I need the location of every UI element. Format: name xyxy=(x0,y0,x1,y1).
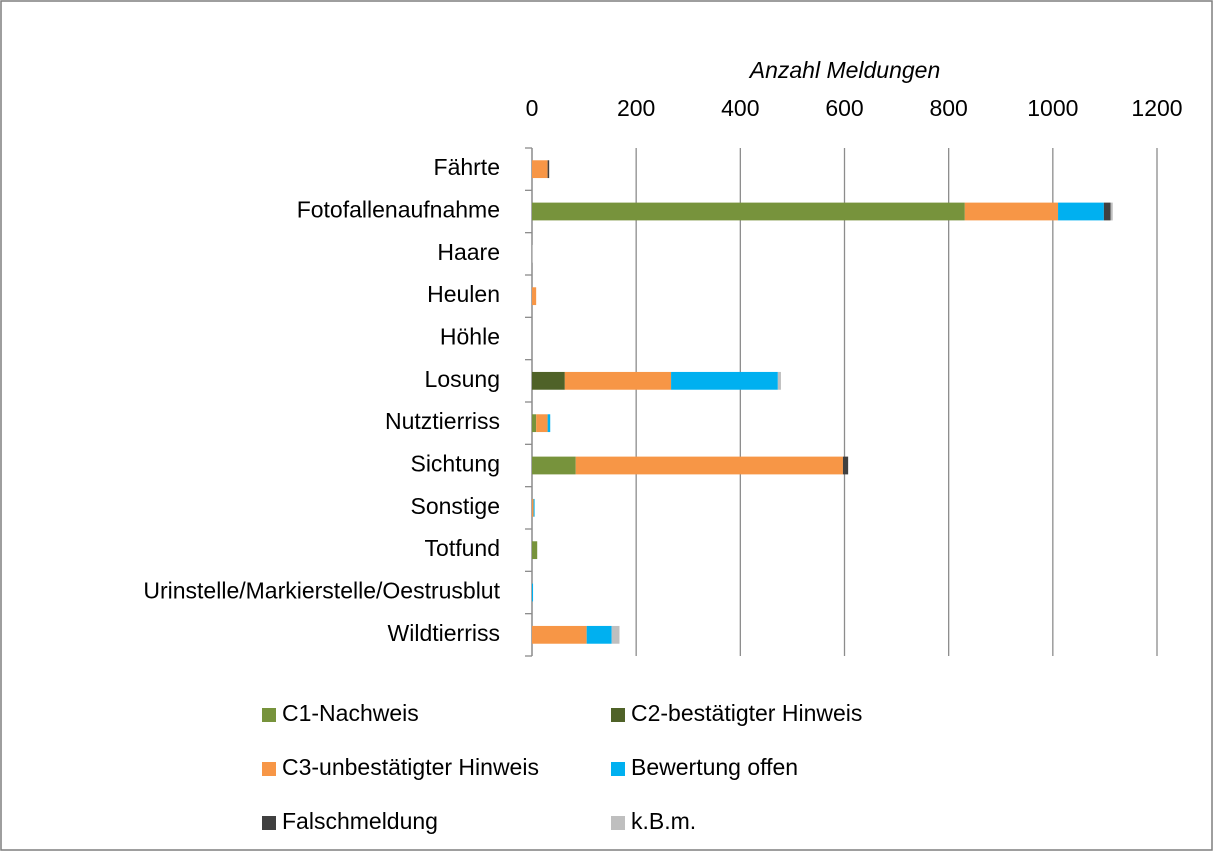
bar-segment xyxy=(547,414,551,433)
y-tick-label: Fotofallenaufnahme xyxy=(297,197,500,223)
y-tick-label: Heulen xyxy=(427,281,500,307)
legend-label: Bewertung offen xyxy=(631,754,798,780)
bar-segment xyxy=(532,244,533,263)
legend-label: C1-Nachweis xyxy=(282,700,419,726)
y-tick-label: Haare xyxy=(437,239,500,265)
y-tick-label: Nutztierriss xyxy=(385,408,500,434)
legend-swatch xyxy=(262,708,276,722)
x-tick-label: 1200 xyxy=(1131,95,1182,121)
legend-label: C2-bestätigter Hinweis xyxy=(631,700,862,726)
y-tick-label: Fährte xyxy=(434,154,500,180)
y-tick-label: Urinstelle/Markierstelle/Oestrusblut xyxy=(143,578,500,604)
legend-swatch xyxy=(611,708,625,722)
bar-segment xyxy=(564,371,672,390)
x-tick-label: 400 xyxy=(721,95,759,121)
x-tick-label: 200 xyxy=(617,95,655,121)
bar-segment xyxy=(536,414,548,433)
y-tick-label: Sichtung xyxy=(410,451,500,477)
bar-segment xyxy=(586,625,612,644)
legend-swatch xyxy=(262,816,276,830)
x-tick-label: 600 xyxy=(825,95,863,121)
bar-segment xyxy=(532,160,548,179)
y-tick-label: Sonstige xyxy=(410,493,500,519)
axis-title: Anzahl Meldungen xyxy=(748,57,941,83)
legend-swatch xyxy=(611,762,625,776)
bar-segment xyxy=(547,160,550,179)
y-tick-label: Losung xyxy=(425,366,500,392)
y-tick-label: Wildtierriss xyxy=(388,620,500,646)
bar-segment xyxy=(532,414,537,433)
bar-segment xyxy=(532,202,965,221)
legend-label: Falschmeldung xyxy=(282,808,438,834)
bar-segment xyxy=(532,498,534,517)
bar-segment xyxy=(532,541,538,560)
bar-segment xyxy=(964,202,1059,221)
legend-swatch xyxy=(611,816,625,830)
bar-segment xyxy=(1110,202,1113,221)
bar-segment xyxy=(842,456,849,475)
bar-segment xyxy=(532,287,537,306)
x-tick-label: 1000 xyxy=(1027,95,1078,121)
bar-segment xyxy=(575,456,843,475)
bar-segment xyxy=(1103,202,1111,221)
bar-segment xyxy=(532,371,565,390)
y-tick-label: Höhle xyxy=(440,324,500,350)
x-tick-label: 0 xyxy=(526,95,539,121)
y-tick-label: Totfund xyxy=(425,535,500,561)
x-tick-label: 800 xyxy=(929,95,967,121)
bar-segment xyxy=(671,371,778,390)
bar-segment xyxy=(532,456,576,475)
bar-segment xyxy=(611,625,620,644)
bar-segment xyxy=(533,498,535,517)
legend-label: C3-unbestätigter Hinweis xyxy=(282,754,539,780)
bar-segment xyxy=(532,583,534,602)
bar-segment xyxy=(1058,202,1104,221)
legend-label: k.B.m. xyxy=(631,808,696,834)
legend-swatch xyxy=(262,762,276,776)
bar-segment xyxy=(532,625,587,644)
bar-segment xyxy=(777,371,781,390)
